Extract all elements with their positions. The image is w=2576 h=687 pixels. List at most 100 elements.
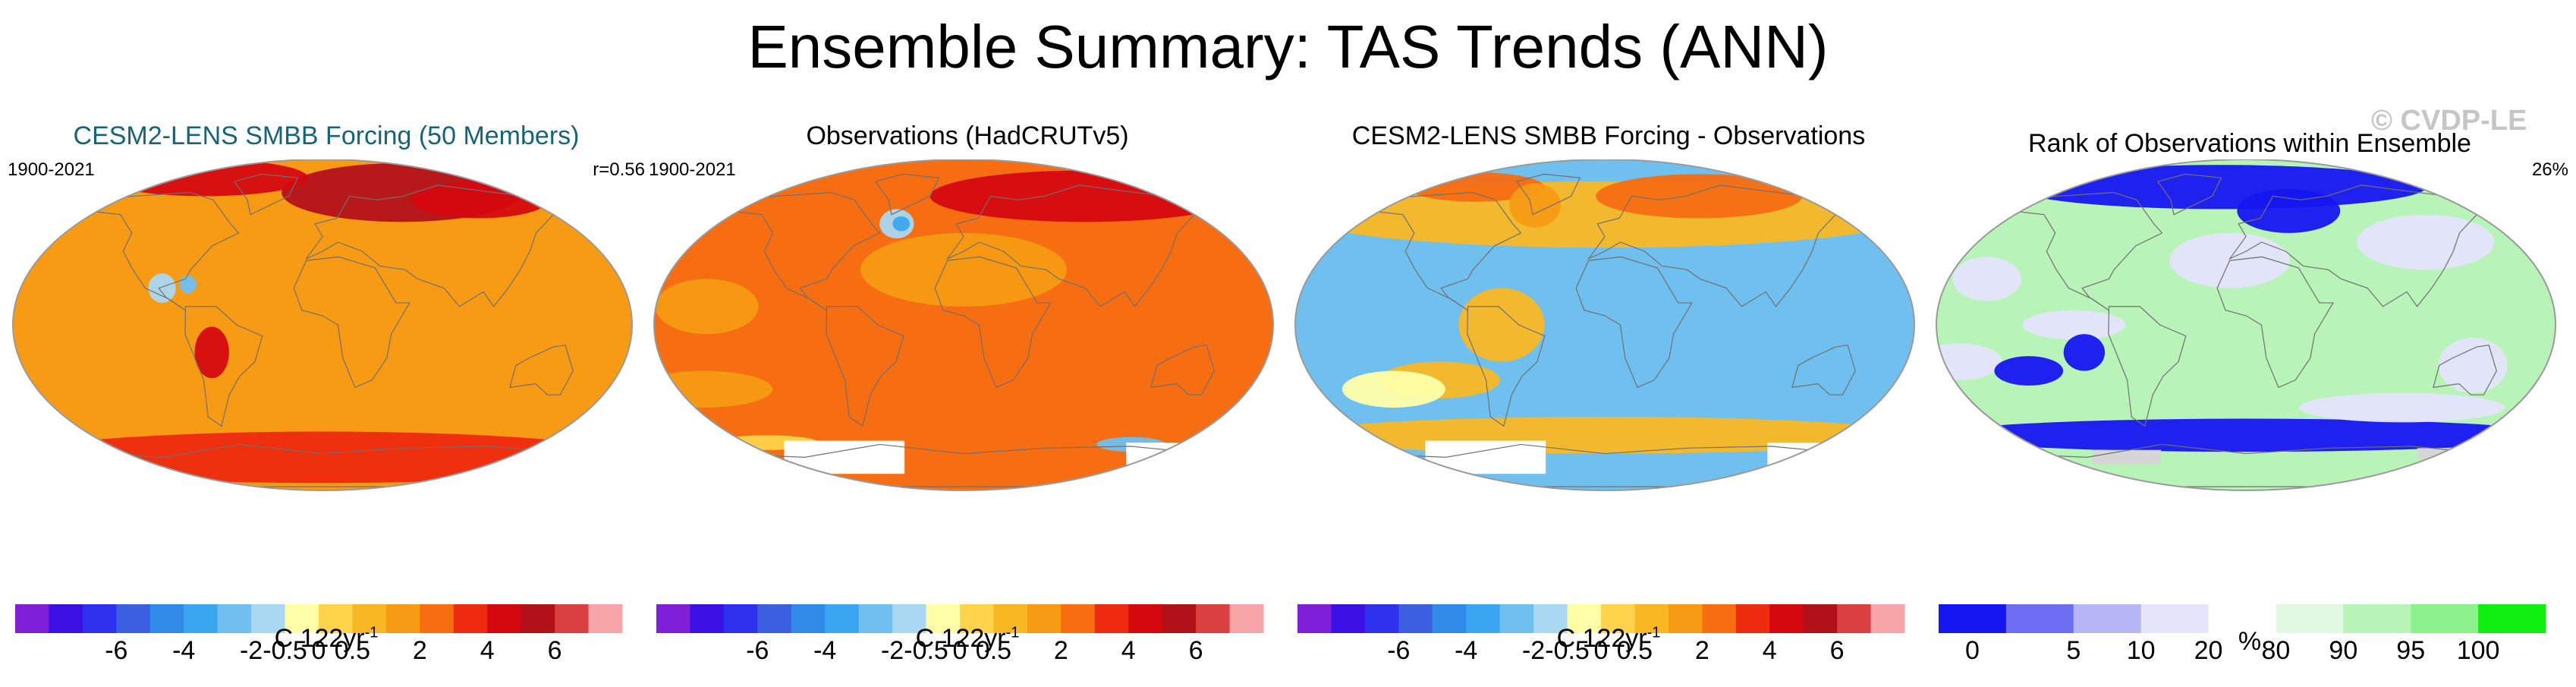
colorbar-swatch <box>217 604 252 633</box>
map-border <box>1936 159 2556 491</box>
field-anomaly <box>148 273 176 303</box>
colorbar-swatch <box>1634 604 1669 633</box>
colorbar-tick-label: 10 <box>2127 636 2156 665</box>
colorbar-swatch <box>285 604 319 633</box>
coastline <box>1467 306 1546 427</box>
colorbar-swatch <box>1027 604 1062 633</box>
coastline <box>509 344 574 395</box>
colorbar-tick-label: -6 <box>746 636 769 665</box>
colorbar-swatch <box>319 604 353 633</box>
colorbar-swatch <box>2411 604 2479 633</box>
field-anomaly <box>194 326 229 379</box>
colorbar-swatch <box>184 604 219 633</box>
coastline <box>304 184 566 307</box>
panel-observations: Observations (HadCRUTv5) 1900-2021 -6 -4-… <box>649 114 1286 676</box>
colorbar-swatch <box>892 604 927 633</box>
colorbar-swatch <box>2343 604 2411 633</box>
coastline <box>184 306 263 427</box>
colorbar-tick-label: 20 <box>2194 636 2223 665</box>
colorbar-tick-label: 2 <box>413 636 427 665</box>
colorbar-swatch <box>926 604 961 633</box>
colorbar-tick-label: 0 <box>1594 636 1609 665</box>
coastline <box>1575 256 1693 389</box>
colorbar-swatch <box>2073 604 2142 633</box>
colorbar-tick-label: 5 <box>2066 636 2081 665</box>
map-fill <box>654 159 1273 490</box>
colorbar-swatch <box>1769 604 1804 633</box>
colorbar-swatch <box>1668 604 1703 633</box>
missing-data <box>1767 443 1820 465</box>
colorbar-swatch <box>723 604 758 633</box>
panel-rank: Rank of Observations within Ensemble 26%… <box>1931 114 2568 676</box>
colorbar-tick-label: 4 <box>1121 636 1136 665</box>
map-border <box>653 159 1274 491</box>
colorbar-swatch <box>487 604 522 633</box>
colorbar: 0 5 10 20 80 90 95 100 <box>1939 604 2546 665</box>
colorbar-tick-label: -4 <box>813 636 836 665</box>
colorbar-swatch <box>2140 604 2210 633</box>
colorbar-swatch <box>1094 604 1129 633</box>
colorbar-tick-label: 4 <box>480 636 495 665</box>
coastline <box>2433 344 2497 395</box>
colorbar-tick-label: 6 <box>548 636 562 665</box>
colorbar-swatch <box>49 604 83 633</box>
map-fill <box>1295 159 1914 490</box>
colorbar-tick-label: -0.5 <box>1545 636 1590 665</box>
coastline <box>720 443 1207 487</box>
coastline <box>2156 173 2222 216</box>
colorbar-swatch <box>352 604 387 633</box>
colorbar-swatch <box>1128 604 1163 633</box>
map-plot: 0 5 10 20 80 90 95 100 <box>1936 159 2556 665</box>
colorbar-tick-label: -2 <box>1522 636 1545 665</box>
colorbar-swatch <box>960 604 994 633</box>
field-anomaly <box>1509 183 1562 228</box>
field-anomaly <box>1596 174 1803 219</box>
field-anomaly <box>13 431 632 484</box>
field-anomaly <box>1458 288 1545 362</box>
colorbar-tick-label: 0 <box>312 636 326 665</box>
colorbar-swatch <box>116 604 151 633</box>
colorbar-swatch <box>1702 604 1737 633</box>
colorbar-swatch <box>656 604 690 633</box>
colorbar-swatch <box>1331 604 1366 633</box>
panel-title: Rank of Observations within Ensemble <box>2028 129 2471 158</box>
colorbar: -6 -4 -2 -0.5 0 0.5 2 4 6 <box>1297 604 1905 665</box>
colorbar-tick-label: -2 <box>881 636 904 665</box>
coastline <box>2002 443 2490 487</box>
colorbar-swatch <box>1398 604 1433 633</box>
colorbar-swatch <box>1061 604 1096 633</box>
field-anomaly <box>1936 418 2556 452</box>
colorbar-swatch <box>453 604 488 633</box>
field-anomaly <box>2357 214 2495 270</box>
figure-title: Ensemble Summary: TAS Trends (ANN) <box>747 13 1829 80</box>
field-anomaly <box>1295 417 1914 454</box>
coastline <box>2228 184 2490 307</box>
colorbar-swatch <box>2478 604 2546 633</box>
colorbar-label: C 122yr-1 <box>274 624 379 653</box>
colorbar-swatch <box>1196 604 1231 633</box>
coastline <box>1150 344 1215 395</box>
colorbar-swatch <box>858 604 893 633</box>
field-anomaly <box>860 232 1067 307</box>
colorbar-swatch <box>251 604 286 633</box>
panel-difference: CESM2-LENS SMBB Forcing - Observations -… <box>1290 114 1927 676</box>
colorbar: -6 -4 -2 -0.5 0 0.5 2 4 6 <box>15 604 623 665</box>
colorbar-tick-label: 6 <box>1830 636 1845 665</box>
coastline <box>934 256 1052 389</box>
colorbar-swatch <box>2005 604 2074 633</box>
colorbar-swatch <box>555 604 590 633</box>
coastline <box>945 184 1207 307</box>
coastline <box>2010 191 2163 311</box>
field-anomaly <box>102 159 309 197</box>
coastline <box>1791 344 1856 395</box>
field-anomaly <box>2237 188 2341 233</box>
coastline <box>1369 191 1522 311</box>
colorbar-tick-label: 0.5 <box>1617 636 1653 665</box>
field-anomaly <box>1952 257 2022 301</box>
colorbar-swatch <box>825 604 860 633</box>
colorbar-swatch <box>2276 604 2344 633</box>
map-plot: -6 -4 -2 -0.5 0 0.5 2 4 6 <box>653 159 1274 665</box>
missing-data <box>2092 449 2162 465</box>
colorbar-swatch <box>791 604 826 633</box>
field-anomaly <box>2063 334 2106 371</box>
